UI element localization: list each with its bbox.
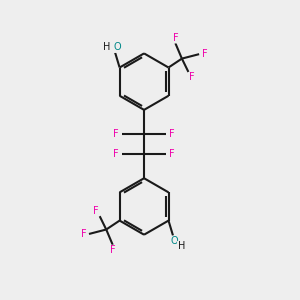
Text: F: F [110, 245, 116, 255]
Text: H: H [103, 42, 110, 52]
Text: F: F [169, 129, 175, 139]
Text: H: H [178, 242, 185, 251]
Text: F: F [93, 206, 99, 216]
Text: F: F [202, 49, 207, 59]
Text: O: O [171, 236, 178, 246]
Text: F: F [113, 149, 118, 160]
Text: F: F [113, 129, 118, 139]
Text: F: F [169, 149, 175, 160]
Text: F: F [172, 33, 178, 43]
Text: F: F [189, 72, 195, 82]
Text: O: O [114, 42, 121, 52]
Text: F: F [81, 229, 86, 239]
